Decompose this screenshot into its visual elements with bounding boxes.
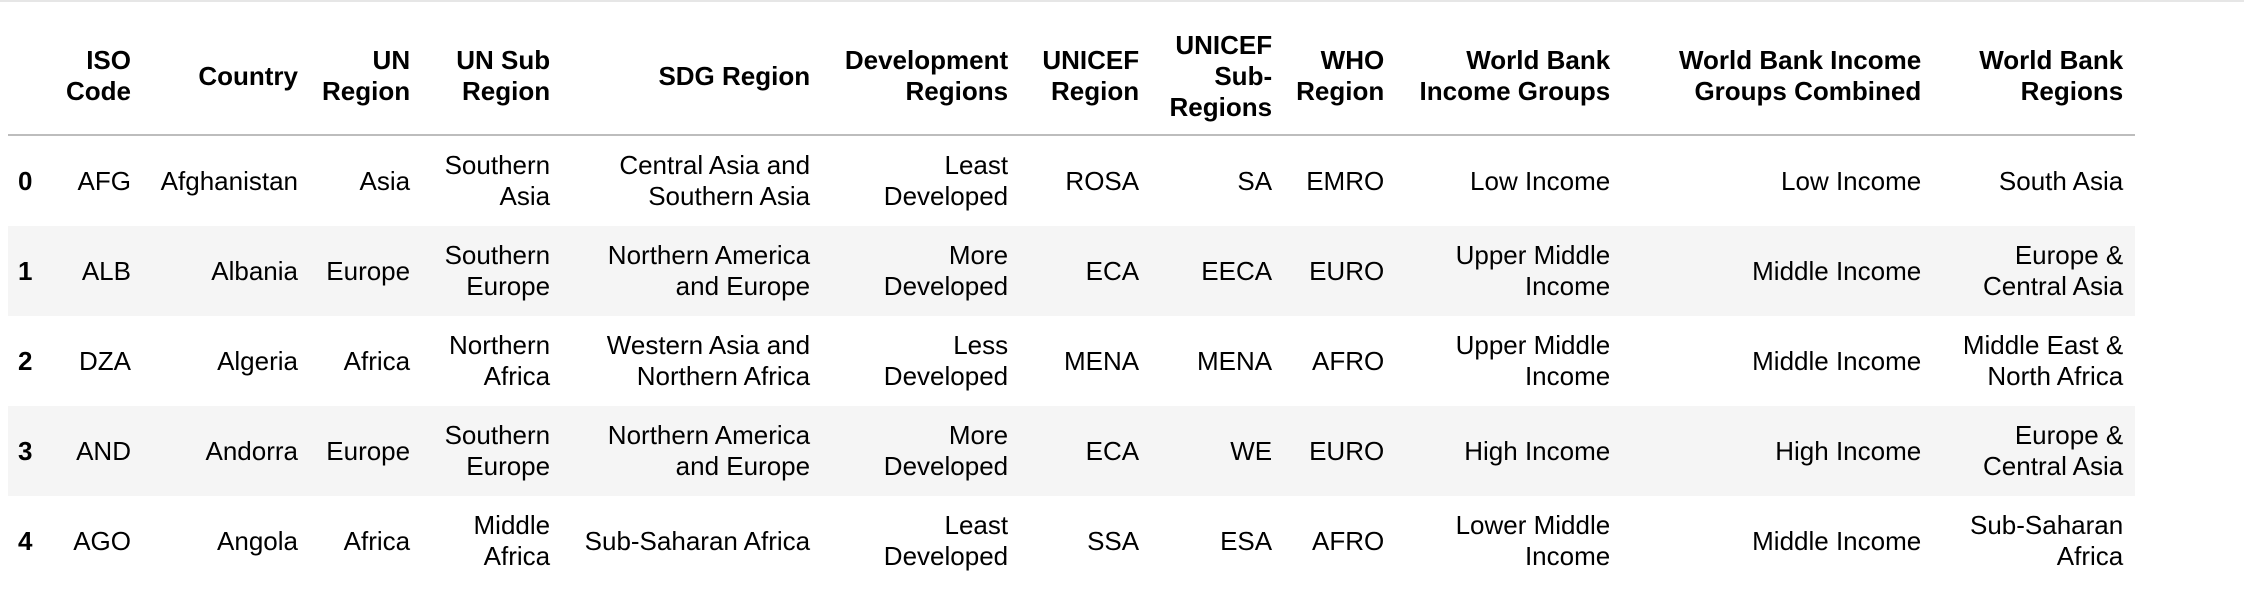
table-body: 0 AFG Afghanistan Asia Southern Asia Cen… xyxy=(8,135,2136,586)
table-cell-who-region: AFRO xyxy=(1311,345,1385,376)
table-cell-world-bank-income-groups: Low Income xyxy=(1470,165,1611,196)
table-cell-sdg-region: Western Asia and Northern Africa xyxy=(606,330,811,391)
table-cell-country: Afghanistan xyxy=(160,165,298,196)
table-cell-development-regions: Least Developed xyxy=(883,510,1009,571)
column-header-world-bank-income-groups-combined: World Bank Income Groups Combined xyxy=(1622,18,1934,136)
table-cell-un-region: Asia xyxy=(359,165,411,196)
table-cell-country: Albania xyxy=(211,255,298,286)
table-cell-development-regions: Less Developed xyxy=(883,330,1009,391)
table-cell-sdg-region: Northern America and Europe xyxy=(607,240,811,301)
table-cell-who-region: EURO xyxy=(1309,435,1385,466)
table-header: ISO Code Country UN Region UN Sub Region… xyxy=(8,18,2136,136)
table-cell-world-bank-income-groups: Upper Middle Income xyxy=(1455,240,1611,301)
table-cell-unicef-region: MENA xyxy=(1063,345,1140,376)
table-cell-world-bank-income-groups: High Income xyxy=(1464,435,1611,466)
table-cell-unicef-sub-regions: ESA xyxy=(1220,525,1273,556)
table-cell-world-bank-regions: Europe & Central Asia xyxy=(1983,420,2124,481)
column-header-who-region: WHO Region xyxy=(1284,18,1397,136)
table-cell-un-sub-region: Middle Africa xyxy=(473,510,551,571)
table-cell-country: Angola xyxy=(217,525,298,556)
row-index: 3 xyxy=(18,435,33,466)
table-cell-world-bank-income-groups-combined: Middle Income xyxy=(1752,525,1922,556)
row-index: 1 xyxy=(18,255,33,286)
table-cell-development-regions: More Developed xyxy=(883,240,1009,301)
table-cell-unicef-region: ECA xyxy=(1085,435,1140,466)
table-cell-world-bank-income-groups-combined: Low Income xyxy=(1781,165,1922,196)
row-index: 2 xyxy=(18,345,33,376)
table-row: 3 AND Andorra Europe Southern Europe Nor… xyxy=(8,406,2136,496)
table-cell-iso-code: AFG xyxy=(77,165,131,196)
table-cell-world-bank-regions: Sub-Saharan Africa xyxy=(1969,510,2124,571)
table-cell-world-bank-income-groups-combined: High Income xyxy=(1775,435,1922,466)
table-cell-country: Algeria xyxy=(217,345,298,376)
table-cell-world-bank-income-groups-combined: Middle Income xyxy=(1752,255,1922,286)
row-index: 4 xyxy=(18,525,33,556)
table-cell-who-region: AFRO xyxy=(1311,525,1385,556)
table-cell-unicef-sub-regions: WE xyxy=(1230,435,1273,466)
table-cell-un-region: Europe xyxy=(326,435,411,466)
column-header-un-sub-region: UN Sub Region xyxy=(422,18,563,136)
table-row: 0 AFG Afghanistan Asia Southern Asia Cen… xyxy=(8,135,2136,226)
row-index: 0 xyxy=(18,165,33,196)
column-header-world-bank-income-groups: World Bank Income Groups xyxy=(1396,18,1623,136)
table-row: 2 DZA Algeria Africa Northern Africa Wes… xyxy=(8,316,2136,406)
table-cell-sdg-region: Northern America and Europe xyxy=(607,420,811,481)
column-header-sdg-region: SDG Region xyxy=(562,18,823,136)
table-cell-un-region: Africa xyxy=(343,345,411,376)
column-header-country: Country xyxy=(143,18,310,136)
table-cell-iso-code: ALB xyxy=(81,255,131,286)
table-cell-world-bank-regions: Middle East & North Africa xyxy=(1962,330,2124,391)
table-cell-unicef-region: ROSA xyxy=(1065,165,1140,196)
table-cell-unicef-sub-regions: MENA xyxy=(1196,345,1273,376)
table-cell-development-regions: More Developed xyxy=(883,420,1009,481)
table-cell-world-bank-income-groups-combined: Middle Income xyxy=(1752,345,1922,376)
table-cell-unicef-region: SSA xyxy=(1087,525,1140,556)
dataframe-table: ISO Code Country UN Region UN Sub Region… xyxy=(8,18,2136,586)
table-cell-un-region: Europe xyxy=(326,255,411,286)
table-cell-un-sub-region: Southern Europe xyxy=(444,420,551,481)
table-cell-unicef-region: ECA xyxy=(1085,255,1140,286)
table-cell-sdg-region: Sub-Saharan Africa xyxy=(584,525,811,556)
column-header-unicef-sub-regions: UNICEF Sub-Regions xyxy=(1151,18,1285,136)
table-cell-who-region: EURO xyxy=(1309,255,1385,286)
table-cell-world-bank-income-groups: Upper Middle Income xyxy=(1455,330,1611,391)
table-cell-unicef-sub-regions: SA xyxy=(1237,165,1273,196)
table-cell-world-bank-income-groups: Lower Middle Income xyxy=(1455,510,1611,571)
table-cell-world-bank-regions: South Asia xyxy=(1998,165,2124,196)
column-header-world-bank-regions: World Bank Regions xyxy=(1933,18,2136,136)
column-header-unicef-region: UNICEF Region xyxy=(1020,18,1152,136)
table-cell-iso-code: DZA xyxy=(79,345,131,376)
table-cell-unicef-sub-regions: EECA xyxy=(1201,255,1273,286)
table-row: 1 ALB Albania Europe Southern Europe Nor… xyxy=(8,226,2136,316)
table-row: 4 AGO Angola Africa Middle Africa Sub-Sa… xyxy=(8,496,2136,586)
column-header-un-region: UN Region xyxy=(310,18,423,136)
column-header-iso-code: ISO Code xyxy=(54,18,143,136)
table-cell-world-bank-regions: Europe & Central Asia xyxy=(1983,240,2124,301)
header-row: ISO Code Country UN Region UN Sub Region… xyxy=(8,18,2136,136)
table-cell-who-region: EMRO xyxy=(1306,165,1385,196)
table-cell-un-sub-region: Southern Asia xyxy=(444,150,551,211)
table-cell-iso-code: AND xyxy=(76,435,131,466)
table-cell-sdg-region: Central Asia and Southern Asia xyxy=(619,150,811,211)
column-header-development-regions: Development Regions xyxy=(822,18,1021,136)
table-cell-development-regions: Least Developed xyxy=(883,150,1009,211)
output-top-divider xyxy=(0,0,2244,2)
table-cell-un-region: Africa xyxy=(343,525,411,556)
table-cell-country: Andorra xyxy=(205,435,299,466)
index-column-header xyxy=(8,18,54,136)
table-cell-un-sub-region: Northern Africa xyxy=(448,330,551,391)
table-cell-un-sub-region: Southern Europe xyxy=(444,240,551,301)
table-cell-iso-code: AGO xyxy=(73,525,131,556)
